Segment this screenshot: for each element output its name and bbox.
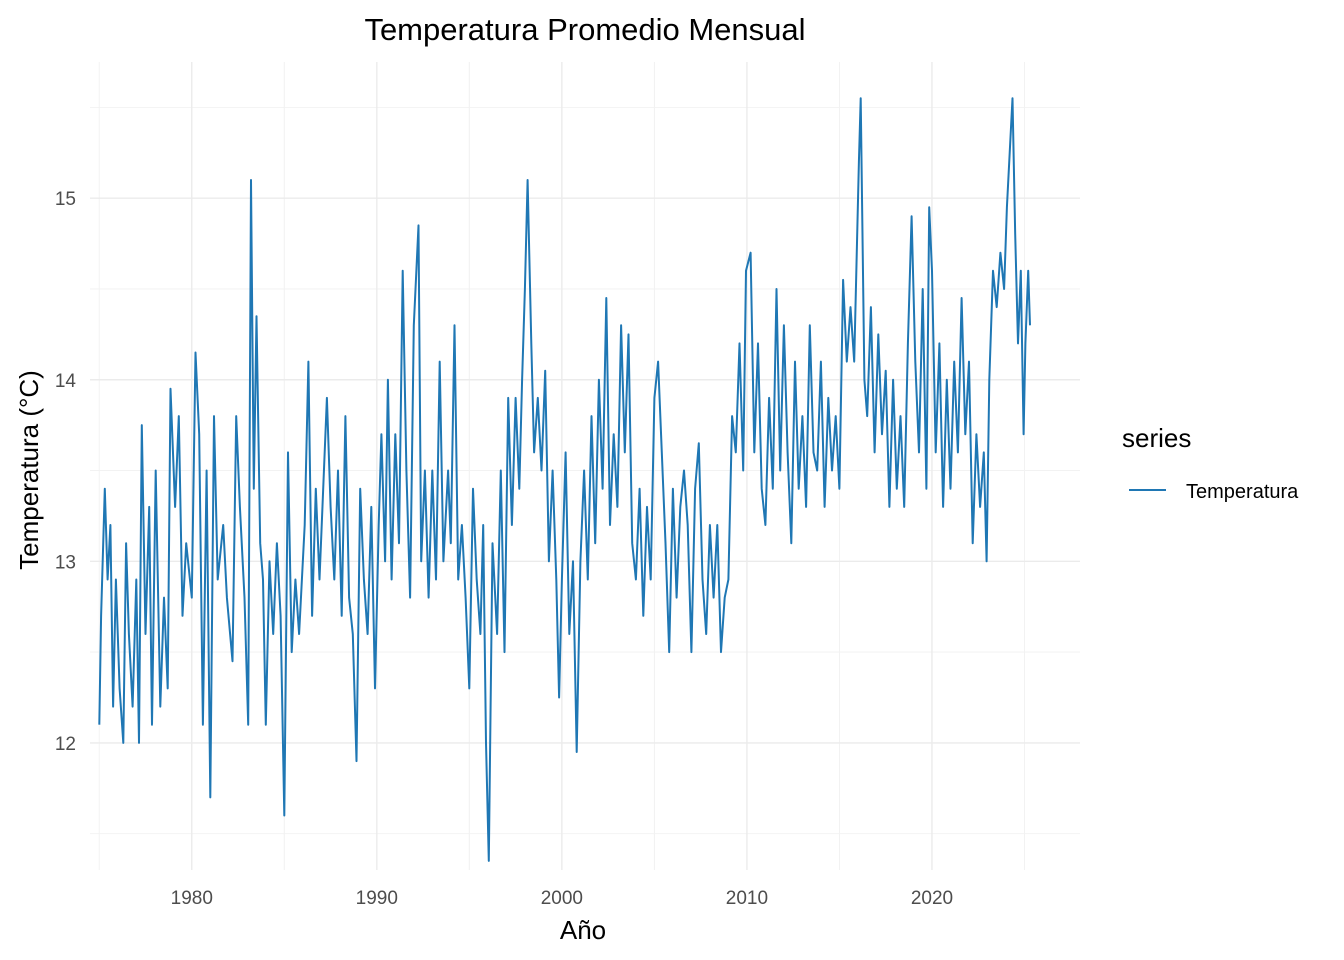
x-axis-ticks: 1980 1990 2000 2010 2020 [171, 888, 953, 909]
x-tick-label: 1980 [171, 888, 213, 909]
x-tick-label: 1990 [356, 888, 398, 909]
legend-label-temperatura: Temperatura [1186, 481, 1299, 503]
y-axis-label: Temperatura (°C) [14, 370, 44, 570]
x-tick-label: 2010 [726, 888, 768, 909]
legend-title: series [1122, 423, 1191, 453]
y-tick-label: 15 [55, 189, 76, 210]
y-tick-label: 14 [55, 371, 77, 392]
y-tick-label: 13 [55, 552, 76, 573]
x-axis-label: Año [560, 915, 606, 945]
x-tick-label: 2020 [911, 888, 953, 909]
series-layer [98, 97, 1031, 862]
legend: series Temperatura [1122, 423, 1299, 503]
y-tick-label: 12 [55, 734, 76, 755]
y-axis-ticks: 12 13 14 15 [55, 189, 77, 755]
x-tick-label: 2000 [541, 888, 583, 909]
series-line-temperatura [98, 97, 1031, 862]
chart-title: Temperatura Promedio Mensual [364, 12, 805, 47]
